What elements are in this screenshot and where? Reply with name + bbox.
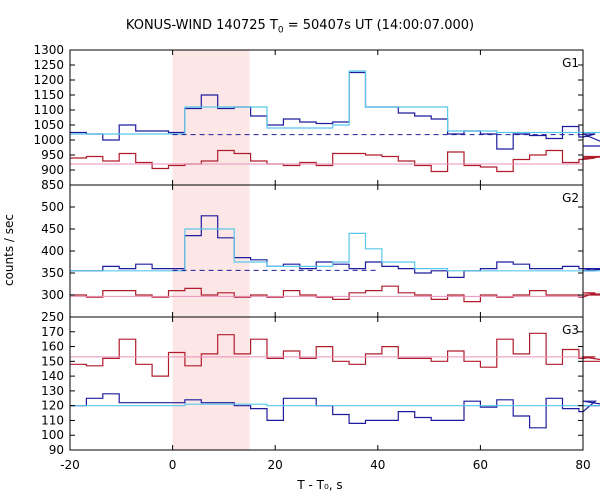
series-model-g3 [70, 403, 600, 407]
y-tick-label: 500 [41, 200, 64, 214]
highlight-band [172, 317, 250, 450]
y-tick-label: 140 [41, 369, 64, 383]
series-softband-g3 [70, 332, 600, 377]
x-axis-label: T - T₀, s [297, 478, 343, 492]
y-tick-label: 170 [41, 325, 64, 339]
y-tick-label: 1300 [33, 43, 64, 57]
series-model-g2 [70, 228, 600, 272]
x-tick-label: 0 [169, 458, 177, 472]
series-softband-g2 [70, 285, 600, 303]
x-tick-label: 60 [473, 458, 488, 472]
y-tick-label: 150 [41, 354, 64, 368]
y-tick-label: 100 [41, 428, 64, 442]
panel-label-g3: G3 [562, 323, 579, 337]
x-tick-label: 40 [370, 458, 385, 472]
y-tick-label: 950 [41, 148, 64, 162]
series-model-g1 [70, 70, 600, 135]
y-axis-label: counts / sec [2, 213, 16, 287]
x-tick-label: -20 [60, 458, 80, 472]
y-tick-label: 110 [41, 413, 64, 427]
y-tick-label: 350 [41, 266, 64, 280]
y-tick-label: 450 [41, 222, 64, 236]
y-tick-label: 1200 [33, 73, 64, 87]
y-tick-label: 850 [41, 178, 64, 192]
y-tick-label: 130 [41, 384, 64, 398]
chart-title: KONUS-WIND 140725 T0 = 50407s UT (14:00:… [125, 18, 475, 36]
y-tick-label: 1050 [33, 118, 64, 132]
panel-label-g2: G2 [562, 191, 579, 205]
x-tick-label: 80 [575, 458, 590, 472]
series-observed-g3 [70, 393, 600, 429]
y-tick-label: 1150 [33, 88, 64, 102]
series-observed-g1 [70, 71, 600, 150]
y-tick-label: 1100 [33, 103, 64, 117]
y-tick-label: 120 [41, 399, 64, 413]
y-tick-label: 1250 [33, 58, 64, 72]
highlight-band [172, 50, 250, 185]
panel-frame-g1 [69, 49, 584, 186]
y-tick-label: 1000 [33, 133, 64, 147]
y-tick-label: 300 [41, 288, 64, 302]
y-tick-label: 900 [41, 163, 64, 177]
y-tick-label: 250 [41, 310, 64, 324]
panel-label-g1: G1 [562, 56, 579, 70]
series-softband-g1 [70, 149, 600, 173]
y-tick-label: 400 [41, 244, 64, 258]
y-tick-label: 160 [41, 340, 64, 354]
panel-frame-g3 [69, 316, 584, 451]
x-tick-label: 20 [268, 458, 283, 472]
y-tick-label: 90 [49, 443, 64, 457]
series-observed-g2 [70, 215, 600, 278]
